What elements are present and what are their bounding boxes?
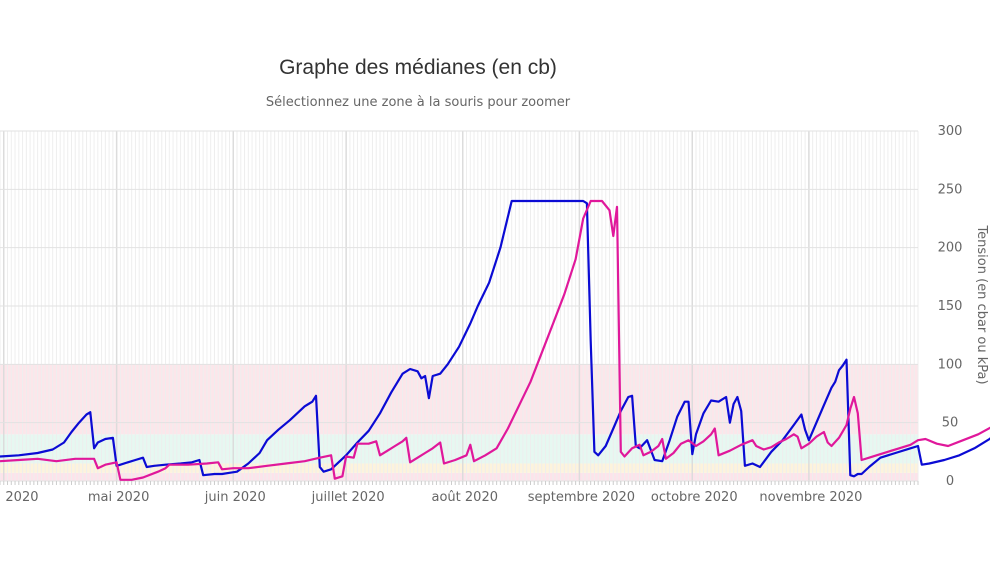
y-axis: 0 50 100 150 200 250 300	[938, 124, 963, 489]
y-tick-label: 0	[946, 474, 954, 489]
series-group	[0, 199, 990, 481]
y-tick-label: 200	[938, 241, 963, 256]
x-tick-label: novembre 2020	[759, 490, 862, 505]
chart-title: Graphe des médianes (en cb)	[279, 56, 557, 79]
chart-subtitle: Sélectionnez une zone à la souris pour z…	[266, 95, 571, 110]
y-tick-label: 300	[938, 124, 963, 139]
y-axis-label: Tension (en cbar ou kPa)	[974, 224, 989, 384]
y-tick-label: 100	[938, 357, 963, 372]
x-tick-label: juin 2020	[204, 490, 266, 505]
y-tick-label: 50	[942, 416, 959, 431]
series-line-1	[0, 199, 990, 481]
y-tick-label: 250	[938, 182, 963, 197]
x-tick-label: septembre 2020	[528, 490, 635, 505]
y-tick-label: 150	[938, 299, 963, 314]
series-line-0	[0, 199, 990, 478]
x-tick-label: juillet 2020	[311, 490, 385, 505]
x-tick-label: mai 2020	[88, 490, 149, 505]
x-tick-label: octobre 2020	[651, 490, 738, 505]
x-axis: avril 2020 mai 2020 juin 2020 juillet 2020 a…	[0, 490, 862, 505]
grid	[0, 130, 919, 485]
x-tick-label: avril 2020	[0, 490, 38, 505]
x-tick-label: août 2020	[432, 490, 498, 505]
